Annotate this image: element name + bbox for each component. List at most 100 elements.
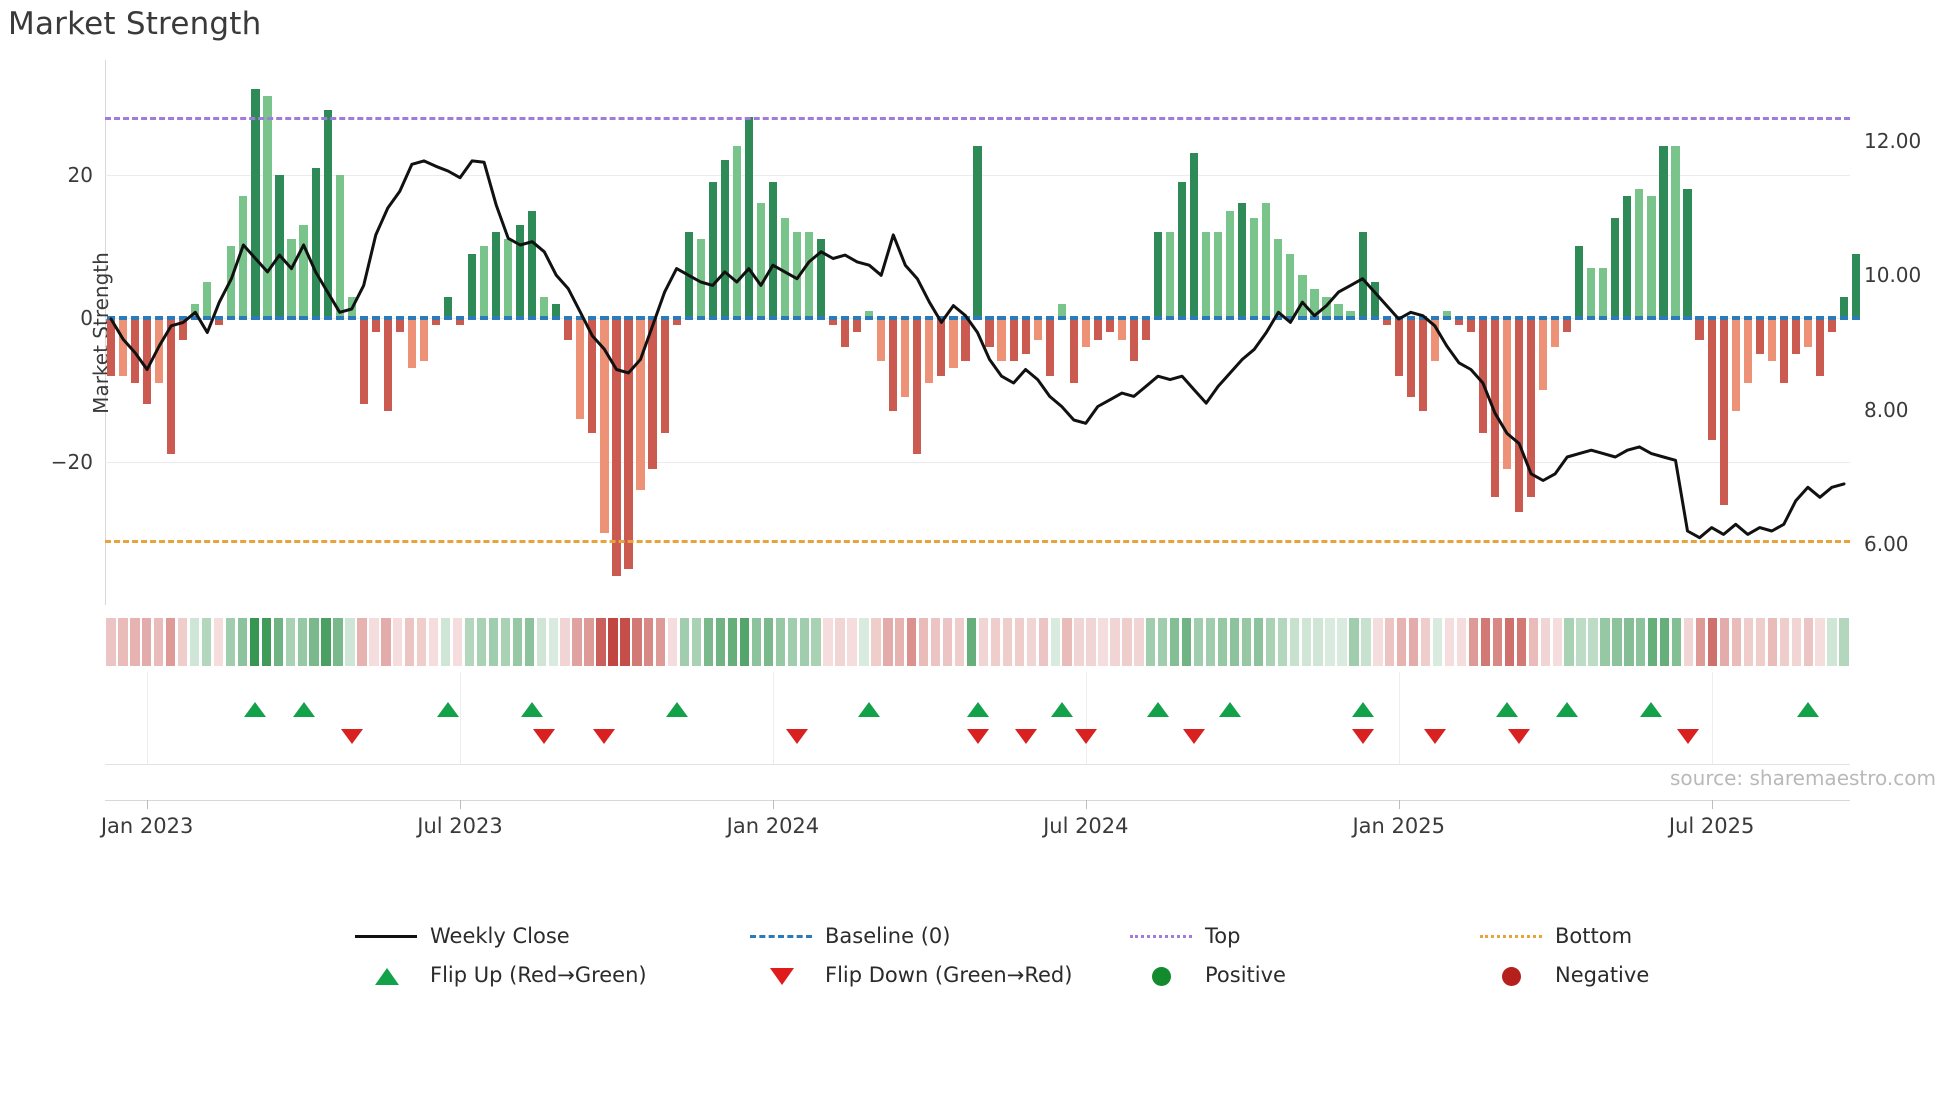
heat-cell-125 [1600,618,1610,666]
baseline-tick-123 [1587,316,1596,321]
heat-cell-71 [954,618,965,666]
bar-80 [1069,318,1078,383]
bar-126 [1623,196,1632,319]
bar-63 [865,310,874,319]
bar-145 [1851,253,1861,319]
baseline-tick-32 [492,316,501,321]
bar-137 [1755,318,1764,354]
heat-cell-17 [309,618,319,666]
legend-item-top[interactable]: Top [1130,916,1240,955]
bar-50 [708,181,717,319]
bar-72 [973,146,982,319]
heat-cell-107 [1385,618,1395,666]
x-tick-mark-3 [1085,800,1087,809]
heat-cell-87 [1146,618,1156,666]
y-tick-left-1: 0 [80,306,93,331]
baseline-tick-70 [949,316,958,321]
reference-line-bottom [105,540,1850,544]
x-tick-mark-1 [460,800,462,809]
baseline-tick-85 [1129,316,1139,321]
bar-78 [1045,318,1054,376]
legend-item-flip-down-green-red[interactable]: Flip Down (Green→Red) [750,955,1072,994]
baseline-tick-94 [1238,316,1247,321]
x-gridline-3 [1085,672,1087,764]
heat-cell-47 [668,618,678,666]
bar-27 [431,318,441,326]
heat-cell-103 [1337,618,1347,666]
dashed-line-icon [750,926,812,946]
heat-cell-31 [476,618,487,666]
baseline-tick-86 [1141,316,1151,321]
heat-cell-75 [1002,618,1013,666]
heat-cell-7 [189,618,200,666]
baseline-tick-136 [1743,316,1752,321]
heat-cell-45 [644,618,654,666]
bar-125 [1611,217,1620,319]
legend-label: Bottom [1555,923,1633,948]
legend-item-negative[interactable]: Negative [1480,955,1649,994]
reference-line-top [105,117,1850,121]
bar-9 [215,318,224,326]
baseline-tick-77 [1033,316,1042,321]
bar-49 [696,239,705,319]
bar-116 [1502,318,1512,469]
bar-21 [359,318,368,405]
baseline-tick-128 [1647,316,1656,321]
gridline-left-2 [105,461,1850,463]
heat-cell-21 [357,618,367,666]
baseline-tick-13 [263,316,272,321]
baseline-tick-47 [672,316,681,321]
legend-item-flip-up-red-green[interactable]: Flip Up (Red→Green) [355,955,647,994]
bar-81 [1081,318,1090,347]
legend-item-bottom[interactable]: Bottom [1480,916,1632,955]
heat-cell-60 [823,618,833,666]
heat-cell-126 [1612,618,1622,666]
baseline-tick-63 [865,316,874,321]
heat-cell-30 [464,618,475,666]
y-tick-right-0: 12.00 [1864,128,1922,153]
strength-heatmap-strip [105,618,1850,666]
baseline-tick-133 [1707,316,1716,321]
x-axis: Jan 2023 Jul 2023 Jan 2024 Jul 2024 Jan 2025… [101,800,1850,860]
bar-102 [1334,303,1343,319]
legend-item-weekly-close[interactable]: Weekly Close [355,916,570,955]
baseline-tick-15 [287,316,296,321]
baseline-tick-130 [1671,316,1680,321]
heat-cell-132 [1683,618,1694,666]
heat-cell-116 [1492,618,1503,666]
baseline-tick-80 [1069,316,1078,321]
heat-cell-22 [369,618,379,666]
bar-55 [768,181,777,319]
baseline-tick-95 [1250,316,1259,321]
bar-111 [1442,310,1451,319]
baseline-tick-45 [648,316,657,321]
bar-131 [1683,189,1692,319]
heat-cell-42 [608,618,618,666]
heat-cell-119 [1528,618,1538,666]
baseline-tick-99 [1298,316,1307,321]
bar-108 [1406,318,1415,398]
bar-61 [841,318,850,347]
baseline-tick-87 [1153,316,1163,321]
heat-cell-136 [1731,618,1742,666]
heat-cell-39 [572,618,582,666]
bar-143 [1827,318,1837,333]
bar-130 [1671,146,1680,319]
bar-19 [335,174,344,319]
bar-132 [1695,318,1704,340]
legend-row-primary: Weekly Close Baseline (0) Top Bottom [0,916,1960,955]
heat-cell-58 [799,618,809,666]
flip-down-marker-2 [593,729,616,744]
heat-cell-89 [1170,618,1180,666]
baseline-tick-79 [1057,316,1066,321]
baseline-tick-22 [371,316,380,321]
heat-cell-54 [751,618,762,666]
heat-cell-112 [1444,618,1455,666]
heat-cell-11 [237,618,248,666]
bar-54 [756,203,765,319]
baseline-tick-60 [828,316,838,321]
legend-item-baseline-0[interactable]: Baseline (0) [750,916,950,955]
heat-cell-135 [1719,618,1730,666]
legend-item-positive[interactable]: Positive [1130,955,1286,994]
baseline-tick-145 [1851,316,1861,321]
